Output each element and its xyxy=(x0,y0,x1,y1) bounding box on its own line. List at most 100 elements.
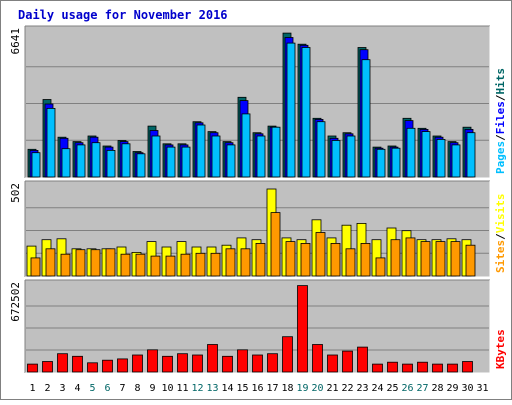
x-tick-label-day-15: 15 xyxy=(236,383,248,394)
bar-kbytes-day-1 xyxy=(27,363,38,373)
bar-kbytes-day-20 xyxy=(312,344,323,373)
bar-kbytes-day-29 xyxy=(447,363,458,373)
x-tick-label-day-29: 29 xyxy=(446,383,458,394)
bar-pages-day-4 xyxy=(76,144,86,178)
x-tick-label-day-20: 20 xyxy=(311,383,323,394)
bar-kbytes-day-14 xyxy=(222,355,233,373)
x-tick-label-day-16: 16 xyxy=(251,383,263,394)
bar-sites-day-25 xyxy=(390,239,401,277)
bar-sites-day-11 xyxy=(180,253,191,277)
bar-kbytes-day-3 xyxy=(57,353,68,373)
bar-pages-day-7 xyxy=(121,143,131,178)
legend-hits: Pages/Files/Hits xyxy=(494,68,507,174)
legend-kbytes: KBytes xyxy=(494,329,507,369)
bar-pages-day-23 xyxy=(361,59,371,178)
legend-separator: / xyxy=(494,94,507,101)
x-tick-label-day-14: 14 xyxy=(221,383,233,394)
bar-kbytes-day-17 xyxy=(267,353,278,373)
bar-sites-day-24 xyxy=(375,257,386,277)
bar-pages-day-6 xyxy=(106,149,116,178)
bar-sites-day-6 xyxy=(105,248,116,277)
bar-sites-day-15 xyxy=(240,248,251,277)
bar-sites-day-21 xyxy=(330,242,341,277)
bar-pages-day-1 xyxy=(31,152,41,178)
bar-kbytes-day-12 xyxy=(192,354,203,373)
bar-kbytes-day-15 xyxy=(237,349,248,373)
bar-pages-day-29 xyxy=(451,144,461,178)
bar-kbytes-day-30 xyxy=(462,361,473,373)
x-tick-label-day-26: 26 xyxy=(401,383,413,394)
x-tick-label-day-23: 23 xyxy=(356,383,368,394)
legend-entry-visits: Visits xyxy=(494,194,507,234)
x-tick-label-day-8: 8 xyxy=(134,383,140,394)
legend-entry-sites: Sites xyxy=(494,240,507,273)
x-tick-label-day-6: 6 xyxy=(104,383,110,394)
bar-kbytes-day-13 xyxy=(207,344,218,373)
bar-kbytes-day-27 xyxy=(417,361,428,373)
bar-pages-day-28 xyxy=(436,138,446,178)
x-tick-label-day-22: 22 xyxy=(341,383,353,394)
x-tick-label-day-10: 10 xyxy=(161,383,173,394)
x-tick-label-day-11: 11 xyxy=(176,383,188,394)
bar-sites-day-10 xyxy=(165,255,176,277)
bar-sites-day-13 xyxy=(210,252,221,277)
x-tick-label-day-7: 7 xyxy=(119,383,125,394)
bar-sites-day-17 xyxy=(270,212,281,277)
bar-kbytes-day-22 xyxy=(342,350,353,373)
bar-pages-day-9 xyxy=(151,135,161,178)
legend-separator: / xyxy=(494,233,507,240)
bar-sites-day-12 xyxy=(195,252,206,277)
bar-sites-day-16 xyxy=(255,242,266,277)
legend-entry-files: Files xyxy=(494,101,507,134)
bar-kbytes-day-16 xyxy=(252,354,263,373)
bar-pages-day-19 xyxy=(301,47,311,178)
chart-panels: 6641Pages/Files/Hits502Sites/Visits67250… xyxy=(9,25,507,374)
bar-sites-day-4 xyxy=(75,249,86,277)
y-max-label-kbytes: 672502 xyxy=(9,282,22,322)
bar-pages-day-26 xyxy=(406,127,416,178)
bar-kbytes-day-24 xyxy=(372,363,383,373)
bar-kbytes-day-9 xyxy=(147,349,158,373)
bar-kbytes-day-26 xyxy=(402,363,413,373)
x-tick-label-day-24: 24 xyxy=(371,383,383,394)
bar-sites-day-30 xyxy=(465,244,476,277)
bar-pages-day-16 xyxy=(256,135,266,178)
x-tick-label-day-25: 25 xyxy=(386,383,398,394)
bar-pages-day-8 xyxy=(136,153,146,178)
bar-pages-day-3 xyxy=(61,148,71,178)
bar-pages-day-18 xyxy=(286,42,296,178)
x-tick-label-day-12: 12 xyxy=(191,383,203,394)
bar-pages-day-11 xyxy=(181,146,191,178)
x-tick-label-day-30: 30 xyxy=(461,383,473,394)
x-tick-label-day-9: 9 xyxy=(149,383,155,394)
bar-pages-day-27 xyxy=(421,131,431,178)
bar-pages-day-22 xyxy=(346,135,356,178)
x-tick-label-day-5: 5 xyxy=(89,383,95,394)
x-tick-label-day-2: 2 xyxy=(44,383,50,394)
x-tick-label-day-4: 4 xyxy=(74,383,80,394)
bar-sites-day-28 xyxy=(435,241,446,277)
x-tick-label-day-31: 31 xyxy=(476,383,488,394)
bar-kbytes-day-21 xyxy=(327,354,338,373)
bar-sites-day-19 xyxy=(300,242,311,277)
legend-entry-pages: Pages xyxy=(494,141,507,174)
bar-sites-day-26 xyxy=(405,237,416,277)
bar-pages-day-20 xyxy=(316,121,326,178)
bar-kbytes-day-10 xyxy=(162,355,173,373)
bar-sites-day-1 xyxy=(30,257,41,277)
bar-pages-day-2 xyxy=(46,108,56,178)
bar-kbytes-day-2 xyxy=(42,361,53,373)
bar-sites-day-5 xyxy=(90,249,101,277)
bar-sites-day-27 xyxy=(420,241,431,277)
legend-separator: / xyxy=(494,134,507,141)
bar-sites-day-18 xyxy=(285,241,296,277)
bar-sites-day-2 xyxy=(45,248,56,277)
bar-pages-day-21 xyxy=(331,140,341,178)
y-max-label-visits: 502 xyxy=(9,183,22,203)
bar-kbytes-day-4 xyxy=(72,355,83,373)
legend-entry-kbytes: KBytes xyxy=(494,329,507,369)
bar-pages-day-13 xyxy=(211,135,221,178)
bar-pages-day-17 xyxy=(271,126,281,178)
